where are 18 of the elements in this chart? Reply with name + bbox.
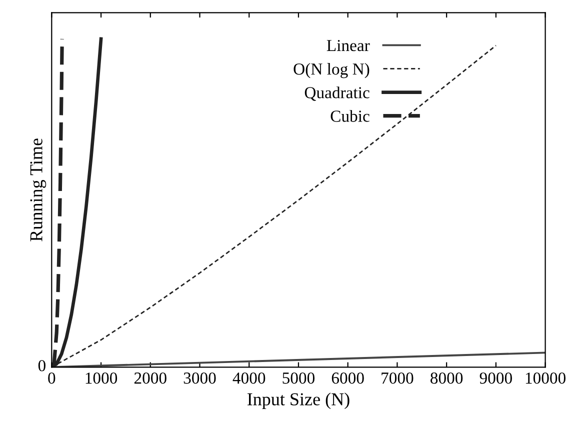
x-tick-label: 10000 bbox=[526, 372, 566, 384]
legend-label: Linear bbox=[326, 40, 370, 52]
x-tick-label: 2000 bbox=[134, 372, 166, 384]
legend-label: O(N log N) bbox=[294, 62, 370, 78]
x-tick-label: 4000 bbox=[232, 372, 266, 384]
x-tick-label: 8000 bbox=[430, 372, 463, 384]
x-tick-label: 3000 bbox=[184, 372, 216, 384]
annotation: 0 bbox=[38, 360, 46, 372]
y-axis-title: Running Time bbox=[30, 138, 46, 242]
x-tick-label: 9000 bbox=[480, 372, 512, 384]
legend-label: Cubic bbox=[330, 110, 370, 122]
x-tick-label: 1000 bbox=[86, 372, 118, 384]
x-tick-label: 6000 bbox=[332, 372, 364, 384]
x-tick-label: 5000 bbox=[282, 372, 315, 384]
x-tick-label: 7000 bbox=[382, 372, 414, 384]
legend-label: Quadratic bbox=[304, 86, 370, 101]
x-axis-title: Input Size (N) bbox=[247, 392, 350, 410]
x-tick-label: 0 bbox=[48, 372, 56, 384]
